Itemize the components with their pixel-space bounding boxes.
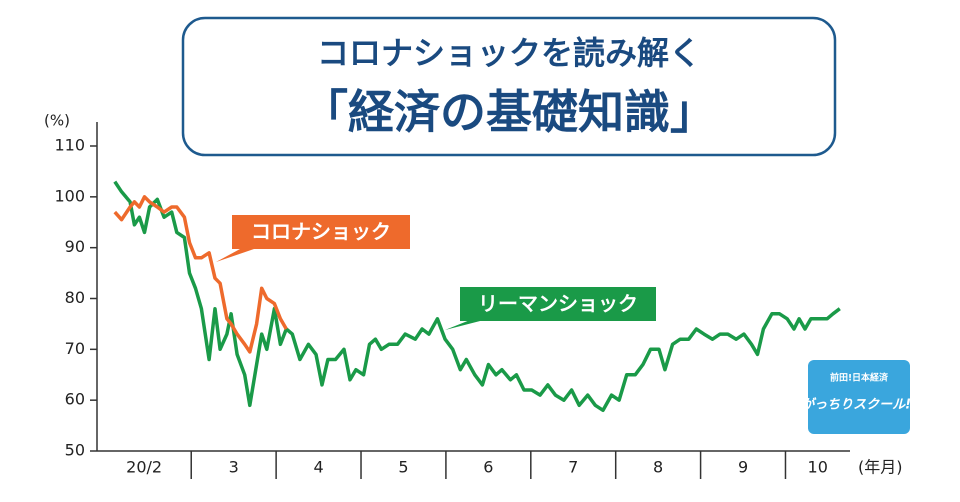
- x-tick-label: 20/2: [126, 458, 162, 477]
- plot: 50 60 70 80 90 100 110 20/2 3 4 5 6 7 8 9 10 コロナショックリーマン…: [54, 122, 850, 479]
- title-line2: 「経済の基礎知識」: [302, 85, 716, 139]
- x-tick-label: 3: [229, 458, 239, 477]
- series-line: [113, 195, 288, 354]
- logo: [808, 360, 910, 434]
- title-box: [181, 16, 837, 157]
- y-tick-label: 110: [54, 136, 85, 155]
- x-tick-label: 4: [313, 458, 323, 477]
- x-tick-label: 6: [483, 458, 493, 477]
- callout-pointer: [445, 320, 484, 330]
- x-tick-label: 10: [808, 458, 828, 477]
- x-unit: (年月): [858, 458, 903, 477]
- x-tick-label: 7: [568, 458, 578, 477]
- y-tick-label: 70: [65, 339, 85, 358]
- series-line: [113, 180, 841, 413]
- y-tick-label: 90: [65, 237, 85, 256]
- y-tick-label: 100: [54, 186, 85, 205]
- x-tick-label: 9: [738, 458, 748, 477]
- x-tick-label: 8: [653, 458, 663, 477]
- y-unit: (%): [44, 112, 70, 130]
- logo-line2: がっちりスクール!!: [801, 397, 917, 413]
- callout-box: [232, 215, 410, 249]
- legend-label: リーマンショック: [478, 292, 638, 316]
- title-line1: コロナショックを読み解く: [317, 34, 701, 72]
- y-tick-label: 80: [65, 288, 85, 307]
- legend-label: コロナショック: [251, 220, 391, 244]
- callout-box: [460, 287, 656, 321]
- logo-line1: 前田!日本経済: [830, 372, 889, 384]
- x-tick-label: 5: [398, 458, 408, 477]
- callout-pointer: [216, 249, 254, 262]
- y-tick-label: 60: [65, 390, 85, 409]
- y-tick-label: 50: [65, 441, 85, 460]
